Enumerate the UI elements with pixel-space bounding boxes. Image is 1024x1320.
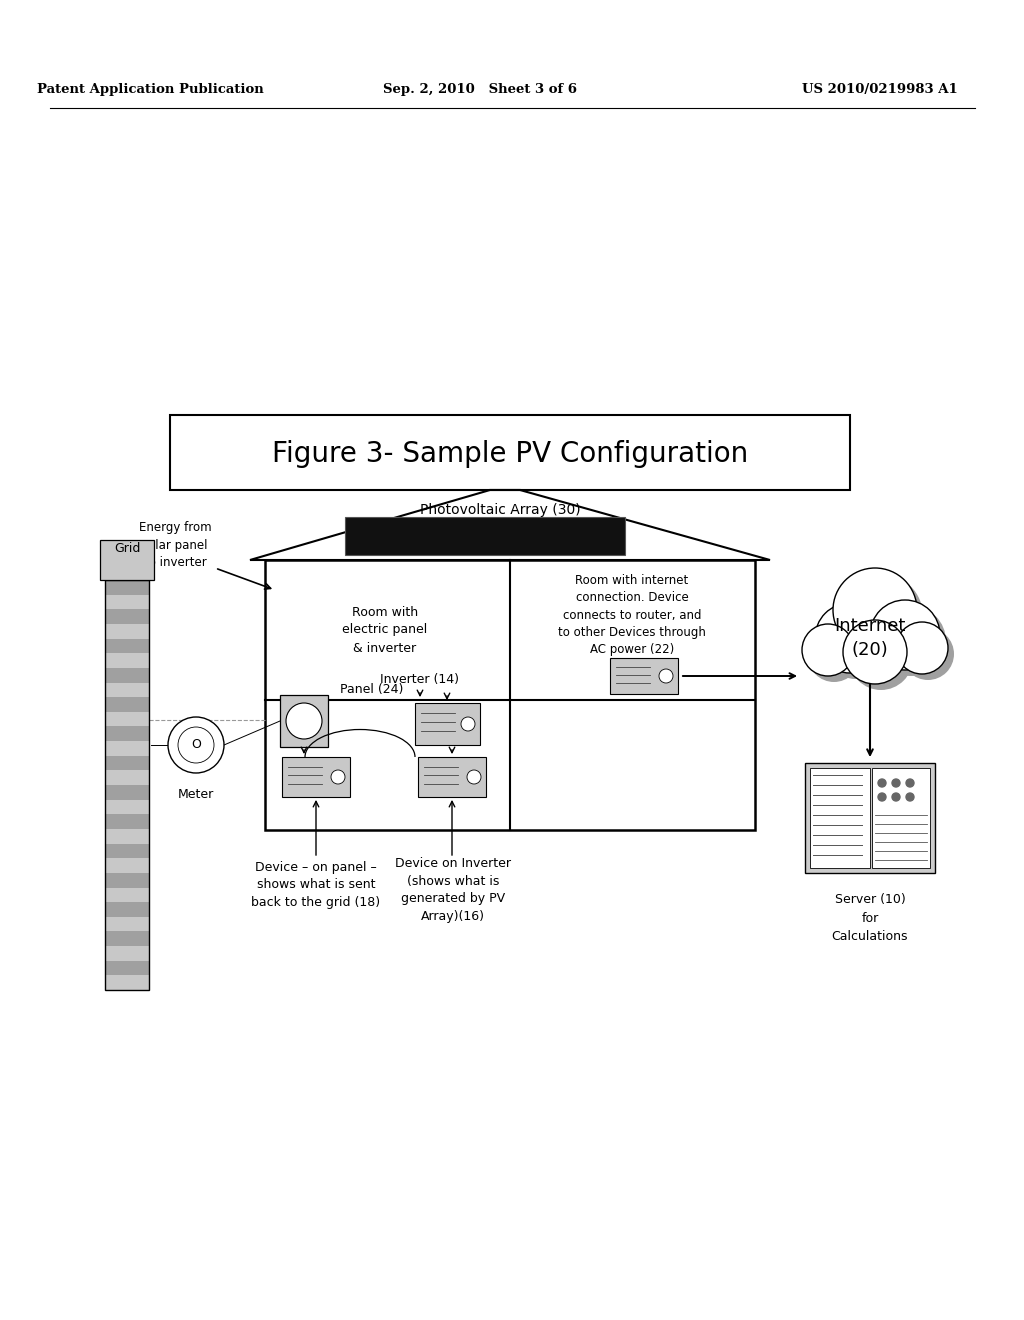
Bar (810, 768, 870, 869)
Circle shape (892, 779, 900, 787)
Bar (105, 961, 150, 975)
Bar (105, 829, 150, 843)
Text: Internet
(20): Internet (20) (835, 618, 905, 659)
Text: Photovoltaic Array (30): Photovoltaic Array (30) (420, 503, 581, 517)
Bar (105, 711, 150, 726)
Bar (105, 610, 150, 624)
Bar (105, 843, 150, 858)
Bar (170, 414, 850, 490)
Bar (105, 814, 150, 829)
Circle shape (906, 793, 914, 801)
Bar (105, 785, 150, 800)
Bar (105, 756, 150, 771)
Bar (105, 873, 150, 887)
Bar (418, 756, 486, 797)
Circle shape (286, 704, 322, 739)
Bar (105, 741, 150, 756)
Bar (105, 668, 150, 682)
Bar (282, 756, 350, 797)
Circle shape (821, 609, 891, 678)
Bar (265, 560, 755, 830)
Bar (105, 579, 150, 990)
Bar (105, 639, 150, 653)
Bar (280, 696, 328, 747)
Text: Patent Application Publication: Patent Application Publication (37, 83, 263, 96)
Text: Figure 3- Sample PV Configuration: Figure 3- Sample PV Configuration (272, 440, 749, 469)
Circle shape (815, 603, 885, 673)
Circle shape (833, 568, 918, 652)
Bar (105, 932, 150, 946)
Circle shape (876, 606, 946, 676)
Text: Meter: Meter (178, 788, 214, 801)
Circle shape (902, 628, 954, 680)
Circle shape (467, 770, 481, 784)
Text: Device – on panel –
shows what is sent
back to the grid (18): Device – on panel – shows what is sent b… (252, 861, 381, 909)
Bar (105, 594, 150, 610)
Bar (105, 902, 150, 917)
Circle shape (843, 620, 907, 684)
Bar (100, 540, 154, 579)
Bar (345, 517, 625, 554)
Text: Panel (24): Panel (24) (340, 684, 403, 697)
Text: Room with
electric panel
& inverter: Room with electric panel & inverter (342, 606, 428, 655)
Circle shape (331, 770, 345, 784)
Bar (105, 579, 150, 594)
Circle shape (906, 779, 914, 787)
Circle shape (839, 574, 923, 657)
Bar (105, 682, 150, 697)
Bar (105, 946, 150, 961)
Circle shape (178, 727, 214, 763)
Text: Room with internet
connection. Device
connects to router, and
to other Devices t: Room with internet connection. Device co… (558, 573, 706, 656)
Text: Sep. 2, 2010   Sheet 3 of 6: Sep. 2, 2010 Sheet 3 of 6 (383, 83, 577, 96)
Bar (105, 771, 150, 785)
Bar (105, 887, 150, 902)
Text: Energy from
solar panel
to inverter: Energy from solar panel to inverter (138, 521, 211, 569)
Bar (105, 917, 150, 932)
Bar (105, 624, 150, 639)
Bar (105, 800, 150, 814)
Bar (105, 858, 150, 873)
Circle shape (659, 669, 673, 682)
Text: Device on Inverter
(shows what is
generated by PV
Array)(16): Device on Inverter (shows what is genera… (395, 857, 511, 923)
Text: O: O (191, 738, 201, 751)
Circle shape (461, 717, 475, 731)
Circle shape (849, 626, 913, 690)
Circle shape (878, 779, 886, 787)
Bar (872, 768, 930, 869)
Circle shape (870, 601, 940, 671)
Circle shape (802, 624, 854, 676)
Bar (105, 653, 150, 668)
Circle shape (878, 793, 886, 801)
Circle shape (168, 717, 224, 774)
Polygon shape (250, 490, 770, 560)
Bar (415, 704, 480, 744)
Text: Inverter (14): Inverter (14) (381, 673, 460, 686)
Bar (105, 726, 150, 741)
Circle shape (808, 630, 860, 682)
Bar (105, 975, 150, 990)
Text: Grid: Grid (114, 541, 140, 554)
Text: US 2010/0219983 A1: US 2010/0219983 A1 (802, 83, 957, 96)
Bar (805, 763, 935, 873)
Circle shape (896, 622, 948, 675)
Bar (610, 657, 678, 694)
Circle shape (892, 793, 900, 801)
Text: Server (10)
for
Calculations: Server (10) for Calculations (831, 894, 908, 942)
Bar (105, 697, 150, 711)
